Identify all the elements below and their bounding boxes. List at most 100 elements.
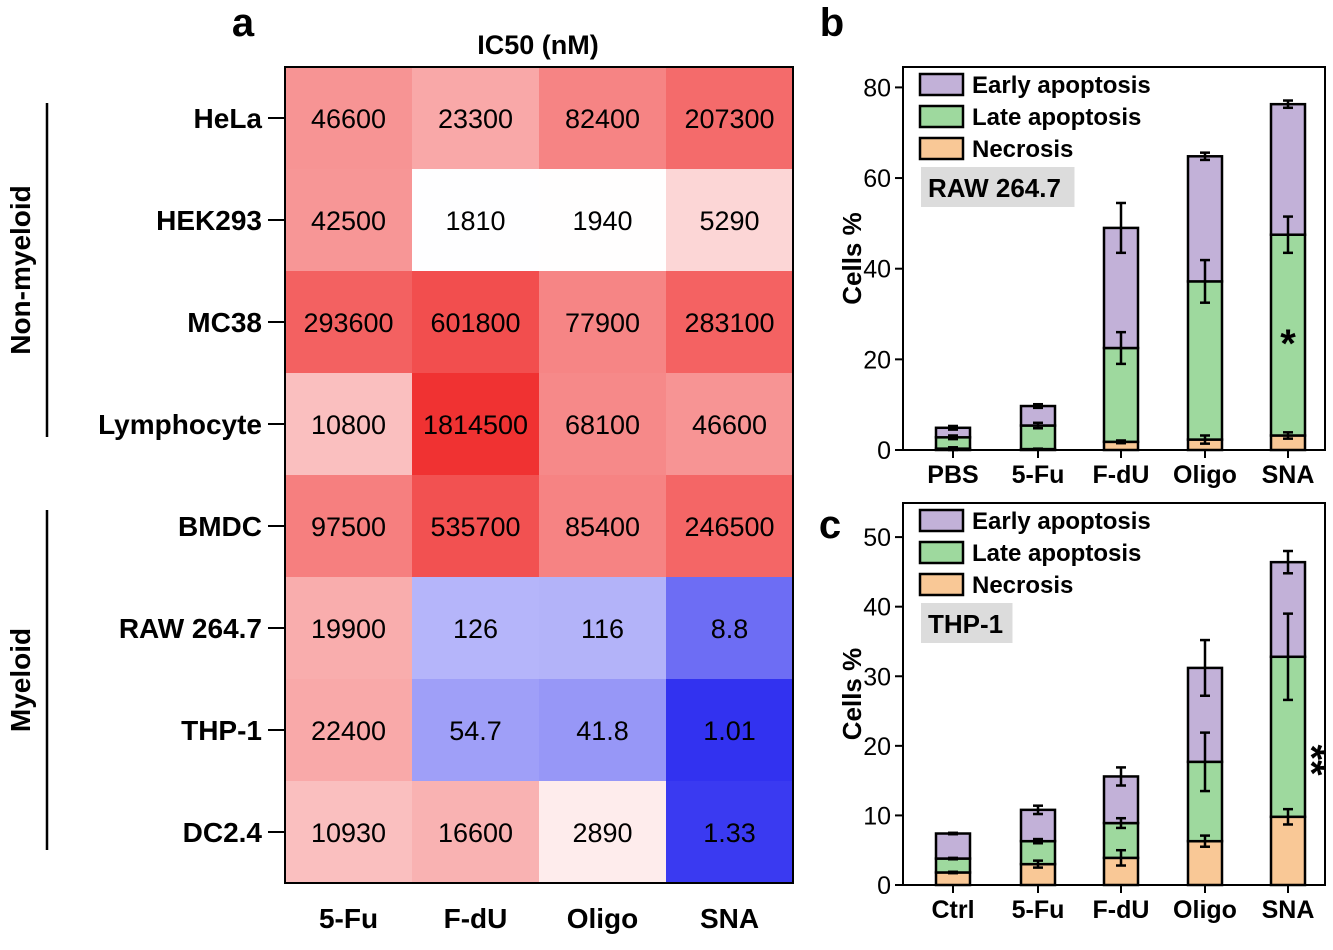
heatmap-cell xyxy=(539,67,666,169)
heatmap-value: 41.8 xyxy=(576,716,629,746)
legend-label: Necrosis xyxy=(972,136,1073,163)
heatmap-cell xyxy=(285,271,412,373)
heatmap-cell xyxy=(539,781,666,883)
legend-label: Early apoptosis xyxy=(972,72,1151,99)
row-label: HeLa xyxy=(194,103,263,134)
column-label: Oligo xyxy=(567,903,639,934)
y-tick-label: 0 xyxy=(877,437,891,465)
row-label: DC2.4 xyxy=(183,817,263,848)
row-label: MC38 xyxy=(187,307,262,338)
x-tick-label: SNA xyxy=(1262,461,1315,489)
y-tick-label: 80 xyxy=(863,74,891,102)
column-label: 5-Fu xyxy=(319,903,378,934)
heatmap-value: 46600 xyxy=(311,104,386,134)
legend-swatch xyxy=(918,136,965,161)
heatmap-value: 535700 xyxy=(430,512,520,542)
heatmap-cell xyxy=(666,781,793,883)
group-label: Myeloid xyxy=(5,628,36,732)
bar-segment xyxy=(1269,233,1307,437)
heatmap-cell xyxy=(666,67,793,169)
heatmap-value: 1.01 xyxy=(703,716,756,746)
heatmap-value: 85400 xyxy=(565,512,640,542)
heatmap-cell xyxy=(412,781,539,883)
heatmap-value: 22400 xyxy=(311,716,386,746)
legend-label: Early apoptosis xyxy=(972,508,1151,535)
heatmap-cell xyxy=(285,475,412,577)
x-tick-label: 5-Fu xyxy=(1012,461,1065,489)
heatmap-value: 16600 xyxy=(438,818,513,848)
heatmap-cell xyxy=(666,577,793,679)
x-tick-label: PBS xyxy=(927,461,978,489)
heatmap-cell xyxy=(539,679,666,781)
heatmap-frame xyxy=(284,66,794,884)
heatmap-cell xyxy=(285,781,412,883)
heatmap-cell xyxy=(666,169,793,271)
bar-segment xyxy=(934,832,972,860)
x-tick-label: 5-Fu xyxy=(1012,896,1065,924)
heatmap-cell xyxy=(412,67,539,169)
y-tick-label: 0 xyxy=(877,872,891,900)
y-tick-label: 40 xyxy=(863,256,891,284)
heatmap-value: 293600 xyxy=(303,308,393,338)
heatmap-value: 601800 xyxy=(430,308,520,338)
x-tick-label: Ctrl xyxy=(931,896,974,924)
legend-swatch xyxy=(918,572,965,597)
heatmap-value: 42500 xyxy=(311,206,386,236)
heatmap-title: IC50 (nM) xyxy=(477,30,599,60)
heatmap-value: 10800 xyxy=(311,410,386,440)
x-tick-label: Oligo xyxy=(1173,461,1237,489)
heatmap-cell xyxy=(539,373,666,475)
heatmap-value: 2890 xyxy=(572,818,632,848)
bar-chart-raw264: 0 20 40 60 80 Cells % PBS 5-Fu F-dU Oligo SNA * Earl… xyxy=(837,66,1326,489)
heatmap-cell xyxy=(539,475,666,577)
heatmap-cell xyxy=(412,271,539,373)
heatmap-cell xyxy=(412,169,539,271)
heatmap-value: 1814500 xyxy=(423,410,528,440)
heatmap-value: 10930 xyxy=(311,818,386,848)
heatmap-value: 77900 xyxy=(565,308,640,338)
heatmap-value: 97500 xyxy=(311,512,386,542)
heatmap-cell xyxy=(666,373,793,475)
x-tick-label: F-dU xyxy=(1093,896,1150,924)
plot-frame xyxy=(902,502,1326,886)
y-tick-label: 40 xyxy=(863,594,891,622)
y-tick-label: 50 xyxy=(863,524,891,552)
row-label: RAW 264.7 xyxy=(119,613,262,644)
row-label: BMDC xyxy=(178,511,262,542)
heatmap-value: 126 xyxy=(453,614,498,644)
panel-label-c: c xyxy=(819,503,841,547)
plot-frame xyxy=(902,66,1326,451)
significance-marker: * xyxy=(1280,322,1296,366)
heatmap-value: 283100 xyxy=(684,308,774,338)
heatmap-cell xyxy=(285,373,412,475)
column-label: SNA xyxy=(700,903,759,934)
heatmap-value: 82400 xyxy=(565,104,640,134)
heatmap-value: 116 xyxy=(581,614,624,644)
x-tick-label: Oligo xyxy=(1173,896,1237,924)
y-tick-label: 30 xyxy=(863,663,891,691)
heatmap-cell xyxy=(666,271,793,373)
heatmap: 46600 23300 82400 207300 HeLa 42500 1810 1940 52… xyxy=(5,66,794,934)
heatmap-value: 23300 xyxy=(438,104,513,134)
annotation-label: RAW 264.7 xyxy=(928,173,1061,203)
bar-segment xyxy=(1269,102,1307,236)
heatmap-cell xyxy=(285,577,412,679)
column-label: F-dU xyxy=(444,903,508,934)
legend-swatch xyxy=(918,508,965,533)
row-label: THP-1 xyxy=(181,715,262,746)
bar-chart-thp1: 0 10 20 30 40 50 Cells % Ctrl 5-Fu F-dU Oligo SNA **… xyxy=(837,502,1333,924)
y-tick-label: 60 xyxy=(863,165,891,193)
heatmap-cell xyxy=(412,373,539,475)
heatmap-cell xyxy=(412,577,539,679)
heatmap-value: 246500 xyxy=(684,512,774,542)
heatmap-value: 46600 xyxy=(692,410,767,440)
heatmap-cell xyxy=(285,679,412,781)
bar-segment xyxy=(1269,815,1307,887)
bar-segment xyxy=(934,857,972,874)
x-tick-label: F-dU xyxy=(1093,461,1150,489)
legend-swatch xyxy=(918,540,965,565)
heatmap-value: 1810 xyxy=(445,206,505,236)
legend-label: Late apoptosis xyxy=(972,540,1141,567)
annotation-label: THP-1 xyxy=(928,609,1003,639)
